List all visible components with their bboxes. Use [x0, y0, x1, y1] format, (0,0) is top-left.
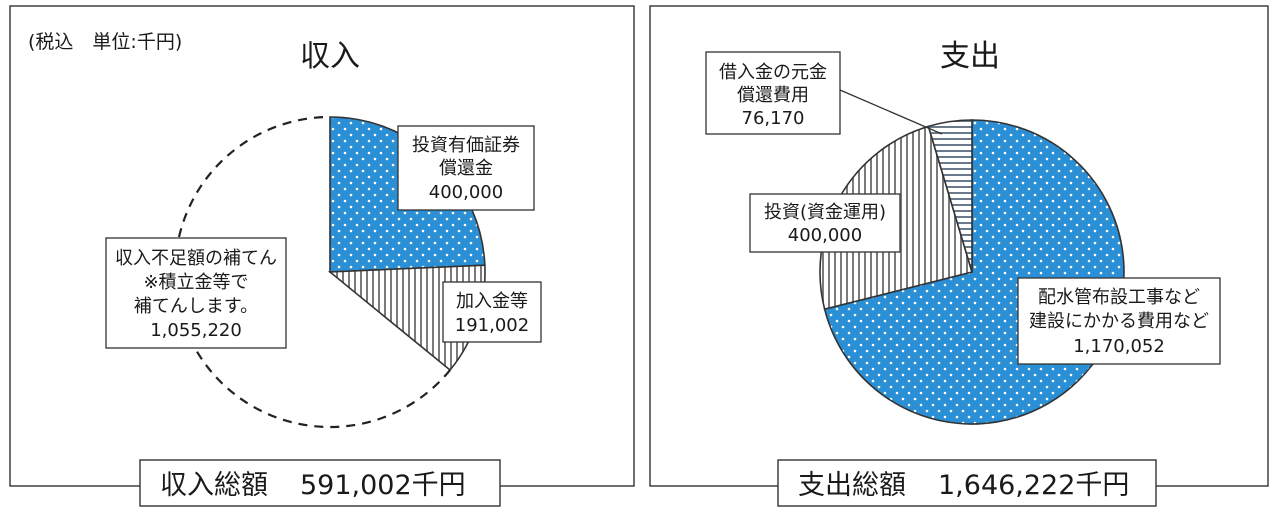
income-title: 収入 — [300, 39, 360, 74]
pie-slice-loan-principal — [927, 119, 973, 273]
income-panel: (税込 単位:千円) 収入 投資有価証券 償還金 400,000 加入金等 19… — [9, 5, 635, 507]
expense-label-construction: 配水管布設工事など 建設にかかる費用など 1,170,052 — [1017, 277, 1221, 365]
label-line: 投資有価証券 — [412, 135, 520, 156]
label-line: 投資(資金運用) — [764, 202, 886, 223]
income-total: 収入総額 591,002千円 — [139, 459, 501, 507]
unit-note: (税込 単位:千円) — [28, 31, 182, 53]
expense-pie — [819, 119, 1125, 425]
income-panel-frame — [9, 5, 635, 487]
expense-total-label: 支出総額 — [798, 470, 906, 501]
label-value: 400,000 — [788, 225, 862, 246]
income-total-label: 収入総額 — [160, 470, 268, 501]
expense-label-loan: 借入金の元金 償還費用 76,170 — [705, 51, 841, 135]
label-line: ※積立金等で — [143, 272, 248, 293]
label-value: 1,170,052 — [1073, 336, 1165, 357]
expense-panel: 支出 借入金の元金 償還費用 76,170 投資(資金運用) 400,000 配… — [649, 5, 1269, 507]
label-value: 400,000 — [429, 182, 503, 203]
label-line: 償還費用 — [737, 85, 809, 106]
label-line: 収入不足額の補てん — [115, 248, 277, 269]
label-line: 償還金 — [439, 158, 493, 179]
label-value: 191,002 — [455, 315, 529, 336]
label-line: 借入金の元金 — [719, 62, 827, 83]
expense-label-investment: 投資(資金運用) 400,000 — [749, 193, 901, 253]
loan-leader-line — [839, 89, 943, 135]
expense-title: 支出 — [940, 39, 1000, 74]
income-label-shortfall: 収入不足額の補てん ※積立金等で 補てんします。 1,055,220 — [105, 237, 287, 349]
income-label-investment: 投資有価証券 償還金 400,000 — [397, 125, 535, 211]
label-line: 加入金等 — [456, 291, 528, 312]
label-line: 配水管布設工事など — [1038, 287, 1200, 308]
label-line: 補てんします。 — [134, 296, 258, 317]
expense-total-value: 1,646,222千円 — [938, 470, 1129, 501]
income-total-value: 591,002千円 — [300, 470, 466, 501]
income-label-subscription: 加入金等 191,002 — [442, 281, 542, 343]
label-value: 1,055,220 — [150, 320, 242, 341]
label-line: 建設にかかる費用など — [1029, 311, 1209, 332]
label-value: 76,170 — [742, 108, 805, 129]
expense-total: 支出総額 1,646,222千円 — [777, 459, 1157, 507]
